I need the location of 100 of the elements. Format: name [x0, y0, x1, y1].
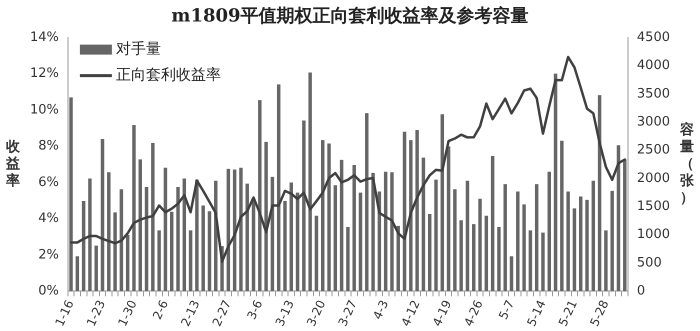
bar [334, 185, 338, 292]
bar [132, 124, 136, 292]
bar [164, 168, 168, 292]
bar [321, 140, 324, 292]
bar [466, 180, 470, 292]
y2-tick-label: 1000 [636, 227, 670, 242]
bar [409, 140, 413, 292]
bar [327, 144, 331, 292]
x-tick-label: 1-16 [52, 298, 77, 329]
bar [534, 184, 538, 292]
bar [578, 196, 582, 292]
x-tick-label: 2-27 [210, 298, 234, 329]
x-tick-label: 5-14 [524, 298, 549, 329]
bar [490, 156, 494, 292]
bar [484, 216, 488, 292]
y-tick-label: 14% [30, 30, 59, 45]
bar [157, 230, 161, 292]
x-tick-label: 5-7 [496, 298, 518, 322]
bar [239, 168, 243, 292]
bar [126, 234, 130, 292]
legend-label: 对手量 [116, 39, 161, 58]
bar [346, 226, 350, 292]
y-tick-label: 4% [38, 211, 59, 226]
bar [120, 189, 124, 292]
y2-tick-label: 2000 [636, 170, 670, 186]
bar [138, 159, 142, 292]
bar [378, 191, 382, 292]
bar [226, 168, 230, 292]
bar [592, 180, 596, 292]
y-axis-title: 收益率 [5, 139, 21, 190]
x-tick-label: 4-26 [461, 298, 486, 329]
x-tick-label: 3-20 [304, 298, 328, 329]
bar [144, 186, 148, 292]
bar [610, 190, 614, 292]
bar [440, 114, 444, 292]
bar [371, 172, 375, 292]
bar [516, 191, 520, 292]
bar [188, 230, 192, 292]
y2-axis-title: 容量（张） [679, 121, 695, 206]
bar [94, 246, 98, 292]
bar [415, 130, 419, 292]
y-tick-label: 8% [38, 138, 59, 154]
bar [314, 216, 318, 292]
bar [76, 256, 80, 292]
bar [270, 176, 274, 292]
bar [195, 180, 199, 292]
x-tick-label: 2-6 [150, 298, 171, 322]
x-tick-label: 4-19 [430, 298, 454, 329]
y2-tick-label: 4500 [636, 30, 670, 45]
bar [548, 172, 551, 292]
bar [88, 178, 92, 292]
bar [428, 214, 432, 292]
x-tick-label: 4-12 [398, 298, 423, 329]
bar [616, 145, 620, 292]
x-tick-label: 2-13 [178, 298, 202, 329]
bar [182, 178, 186, 292]
y-tick-label: 6% [38, 174, 59, 190]
bar [365, 113, 369, 292]
legend-label: 正向套利收益率 [116, 65, 221, 84]
bar [453, 189, 457, 292]
bar [340, 160, 344, 292]
bar [151, 143, 155, 292]
bar [604, 230, 608, 292]
bar [598, 95, 602, 292]
bar [422, 158, 426, 292]
y-tick-label: 2% [38, 247, 59, 262]
bar [446, 146, 450, 292]
bar [472, 224, 476, 292]
x-tick-label: 1-30 [115, 298, 140, 329]
bar [478, 198, 482, 292]
x-tick-label: 1-23 [84, 298, 108, 329]
bar [503, 184, 507, 292]
bar [352, 164, 356, 292]
bar [390, 172, 394, 292]
y-tick-label: 12% [30, 66, 59, 82]
bar [572, 208, 576, 292]
bar [170, 212, 174, 292]
bar [276, 84, 280, 292]
bar [402, 132, 406, 292]
x-tick-label: 5-28 [587, 298, 612, 329]
bar [623, 159, 626, 292]
bar [252, 198, 256, 292]
bar [497, 226, 501, 292]
y2-tick-label: 0 [636, 284, 646, 299]
bar [541, 232, 545, 292]
bar [69, 97, 73, 292]
y2-tick-label: 1500 [636, 199, 670, 214]
y2-tick-label: 3000 [636, 114, 670, 130]
bar [113, 212, 117, 292]
bar [245, 184, 249, 292]
bar [560, 140, 564, 292]
x-tick-label: 5-21 [556, 298, 580, 329]
y2-tick-label: 500 [636, 255, 662, 270]
bar [384, 172, 388, 292]
bar [459, 220, 463, 292]
bar [554, 74, 558, 292]
bar [107, 172, 111, 292]
x-tick-label: 3-13 [272, 298, 297, 329]
bar [302, 120, 306, 292]
bar [201, 206, 205, 292]
